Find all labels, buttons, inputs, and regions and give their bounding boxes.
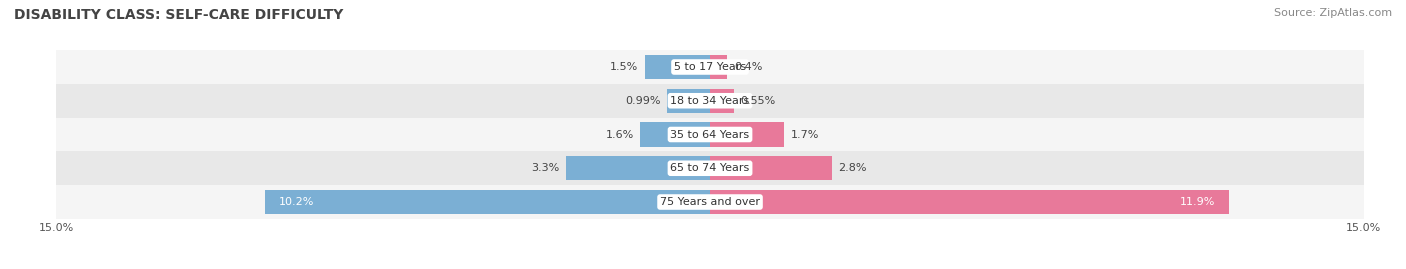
- Text: Source: ZipAtlas.com: Source: ZipAtlas.com: [1274, 8, 1392, 18]
- Bar: [266, 190, 710, 214]
- Bar: [710, 89, 734, 113]
- Bar: [56, 118, 1364, 151]
- Bar: [56, 50, 1364, 84]
- Text: 3.3%: 3.3%: [531, 163, 560, 173]
- Text: 2.8%: 2.8%: [838, 163, 868, 173]
- Text: 18 to 34 Years: 18 to 34 Years: [671, 96, 749, 106]
- Bar: [56, 84, 1364, 118]
- Text: 0.55%: 0.55%: [741, 96, 776, 106]
- Text: 11.9%: 11.9%: [1180, 197, 1216, 207]
- Text: 5 to 17 Years: 5 to 17 Years: [673, 62, 747, 72]
- Bar: [710, 122, 785, 147]
- Text: 35 to 64 Years: 35 to 64 Years: [671, 129, 749, 140]
- Bar: [644, 55, 710, 79]
- Bar: [56, 151, 1364, 185]
- Bar: [666, 89, 710, 113]
- Bar: [710, 190, 1229, 214]
- Text: 1.7%: 1.7%: [790, 129, 820, 140]
- Bar: [640, 122, 710, 147]
- Text: 0.4%: 0.4%: [734, 62, 762, 72]
- Text: DISABILITY CLASS: SELF-CARE DIFFICULTY: DISABILITY CLASS: SELF-CARE DIFFICULTY: [14, 8, 343, 22]
- Text: 1.5%: 1.5%: [610, 62, 638, 72]
- Bar: [567, 156, 710, 180]
- Text: 1.6%: 1.6%: [606, 129, 634, 140]
- Text: 0.99%: 0.99%: [624, 96, 661, 106]
- Bar: [710, 156, 832, 180]
- Text: 75 Years and over: 75 Years and over: [659, 197, 761, 207]
- Bar: [56, 185, 1364, 219]
- Text: 65 to 74 Years: 65 to 74 Years: [671, 163, 749, 173]
- Text: 10.2%: 10.2%: [278, 197, 314, 207]
- Bar: [710, 55, 727, 79]
